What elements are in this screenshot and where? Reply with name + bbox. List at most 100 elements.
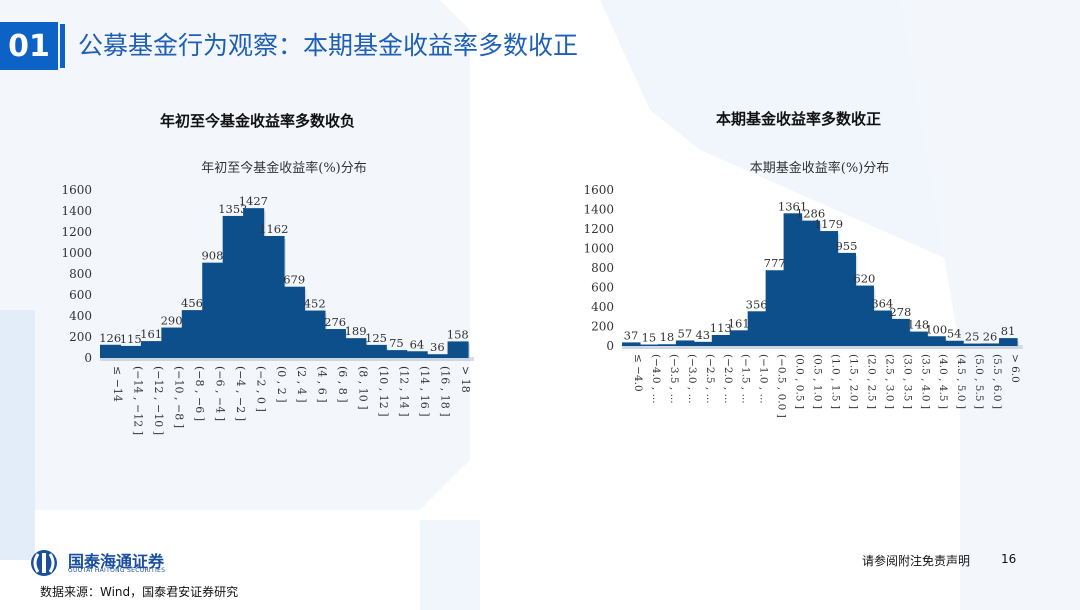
bar [427,354,449,358]
data-label: 43 [695,328,710,342]
y-tick-label: 1000 [61,246,92,260]
bar [263,235,285,358]
x-tick-label: (2.0 , 2.5 ] [865,354,877,409]
data-label: 1361 [778,199,807,213]
data-label: 955 [835,239,857,253]
y-tick-label: 1200 [583,222,614,236]
bar [693,341,713,346]
bar [120,345,142,358]
bar [304,310,326,358]
x-tick-label: (1.0 , 1.5 ] [829,354,841,409]
data-label: 161 [140,327,162,341]
data-label: 452 [304,297,326,311]
data-label: 125 [365,331,387,345]
x-tick-label: (16 , 18 ] [438,366,451,417]
right-chart-heading: 本期基金收益率多数收正 [716,110,882,128]
data-label: 25 [965,330,980,344]
period-return-distribution-chart: 本期基金收益率(%)分布 0 200 400 600 800 1000 1200 1400 160… [583,160,1023,418]
y-tick-label: 1400 [61,204,92,218]
x-tick-label: (0 , 2 ] [275,366,288,403]
bar [783,213,803,346]
bar [406,351,428,358]
page-number: 16 [1001,552,1017,566]
bar-shadow [965,346,984,349]
x-tick-label: (4 , 6 ] [316,366,329,403]
data-label: 37 [624,328,639,342]
x-tick-label: (−12 , −10 ] [152,366,165,435]
bar [711,334,731,346]
x-tick-label: (−4 , −2 ] [234,366,247,421]
bar [657,344,677,346]
bar [729,330,749,346]
data-label: 113 [710,321,732,335]
bar [140,341,162,358]
bar [891,318,910,346]
x-tick-label: ≤ −14 [111,366,124,402]
chart-title: 年初至今基金收益率(%)分布 [201,160,367,176]
bar [447,341,469,358]
x-tick-label: (−1.0 , ... [758,354,770,404]
bar-shadow [429,357,450,361]
y-tick-label: 800 [69,267,92,281]
y-tick-label: 800 [591,261,614,275]
bar [837,252,857,346]
data-label: 620 [853,272,875,286]
bar [981,343,1000,346]
bar [765,270,785,346]
x-tick-label: (2 , 4 ] [295,366,308,403]
x-tick-label: (5.5 , 6.0 ] [991,354,1003,409]
logo-text-en: GUOTAI HAITONG SECURITIES [68,567,166,574]
data-label: 290 [161,314,183,328]
y-tick-label: 1400 [583,203,614,217]
bar [243,208,265,358]
data-label: 18 [660,330,675,344]
x-tick-label: (10 , 12 ] [377,366,390,417]
data-label: 100 [925,322,947,336]
x-tick-label: (4.5 , 5.0 ] [955,354,967,409]
bar [855,285,874,346]
data-label: 75 [389,336,404,350]
bar [284,286,306,358]
company-logo: 国泰海通证券 GUOTAI HAITONG SECURITIES [28,548,188,578]
bar-shadow [677,343,696,349]
x-tick-label: (2.5 , 3.0 ] [883,354,895,409]
x-tick-label: > 18 [459,366,472,393]
chart-title: 本期基金收益率(%)分布 [750,160,890,176]
data-label: 1286 [796,207,825,221]
data-label: 1353 [218,202,247,216]
bar [161,327,183,358]
y-tick-label: 0 [606,339,614,353]
data-label: 1179 [814,217,843,231]
y-tick-label: 600 [69,288,92,302]
bar [222,215,244,358]
section-number-badge: 01 [0,22,58,70]
bar [202,262,224,358]
x-tick-label: (−6 , −4 ] [213,366,226,421]
x-tick-label: (−3.0 , ... [686,354,698,404]
x-tick-label: (−2.5 , ... [704,354,716,404]
data-label: 54 [947,327,962,341]
y-tick-label: 400 [591,300,614,314]
data-label: 57 [678,326,693,340]
bar [622,342,641,346]
data-label: 189 [345,324,367,338]
bar [927,336,946,346]
data-label: 161 [728,316,750,330]
x-tick-label: (−3.5 , ... [668,354,680,404]
x-tick-label: (−2 , 0 ] [254,366,267,412]
data-label: 456 [181,296,203,310]
left-chart-heading: 年初至今基金收益率多数收负 [160,112,356,130]
data-label: 777 [764,256,786,270]
data-label: 148 [907,318,929,332]
data-label: 158 [447,327,469,341]
data-label: 26 [983,329,998,343]
x-tick-label: (−1.5 , ... [740,354,752,404]
data-label: 679 [283,273,305,287]
disclaimer-link[interactable]: 请参阅附注免责声明 [862,554,971,568]
bar-shadow [983,346,1002,349]
y-tick-label: 1600 [61,183,92,197]
logo-mark-icon [31,550,57,576]
y-tick-label: 1200 [61,225,92,239]
bar [324,329,346,358]
data-label: 115 [120,332,142,346]
